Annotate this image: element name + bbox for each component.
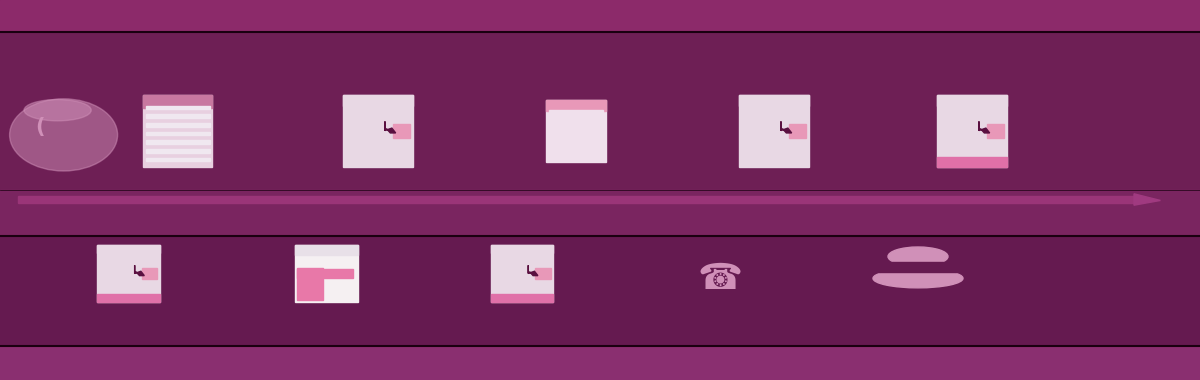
Polygon shape [979, 122, 990, 133]
Bar [546, 100, 606, 162]
Ellipse shape [874, 269, 964, 288]
Bar [548, 139, 604, 142]
Bar [346, 105, 410, 110]
Bar [742, 125, 806, 130]
Bar [742, 135, 806, 140]
Bar [546, 100, 606, 111]
Bar [296, 268, 323, 299]
Bar [493, 268, 551, 273]
Bar [145, 141, 210, 144]
Polygon shape [385, 122, 396, 133]
Bar [0, 0, 1200, 32]
Bar [937, 95, 1007, 106]
Bar [493, 292, 551, 296]
Bar [143, 95, 212, 167]
Bar [295, 245, 358, 255]
Bar [548, 146, 604, 150]
Bar [739, 95, 809, 167]
Polygon shape [781, 122, 792, 133]
Bar [0, 236, 1200, 346]
Bar [142, 268, 157, 279]
Bar [548, 124, 604, 127]
Bar [986, 124, 1004, 138]
Bar [548, 109, 604, 113]
Bar [493, 276, 551, 280]
Bar [870, 262, 966, 272]
Bar [145, 158, 210, 162]
Bar [940, 144, 1004, 150]
Bar [491, 245, 553, 302]
Bar [97, 245, 160, 253]
Bar [296, 269, 353, 278]
Polygon shape [134, 265, 144, 276]
Bar [491, 245, 553, 253]
Ellipse shape [10, 99, 118, 171]
Bar [343, 95, 413, 167]
Bar [145, 123, 210, 127]
Polygon shape [528, 265, 538, 276]
Bar [937, 95, 1007, 167]
Text: (: ( [35, 117, 44, 137]
Bar [491, 294, 553, 302]
Bar [295, 245, 358, 302]
Bar [742, 115, 806, 120]
Bar [100, 292, 157, 296]
Bar [0, 346, 1200, 380]
Bar [548, 132, 604, 135]
Bar [535, 268, 551, 279]
Bar [100, 252, 157, 257]
Bar [493, 252, 551, 257]
Bar [392, 124, 410, 138]
Bar [0, 32, 1200, 190]
Bar [548, 117, 604, 120]
Bar [742, 154, 806, 160]
Bar [346, 115, 410, 120]
Bar [145, 106, 210, 109]
Bar [346, 135, 410, 140]
Bar [343, 95, 413, 106]
Bar [18, 215, 1074, 220]
Bar [940, 105, 1004, 110]
Text: ☎: ☎ [697, 262, 743, 296]
Bar [940, 154, 1004, 160]
Circle shape [888, 247, 948, 266]
Bar [940, 115, 1004, 120]
Bar [100, 268, 157, 273]
Polygon shape [1074, 214, 1096, 222]
Bar [97, 294, 160, 302]
Bar [145, 114, 210, 118]
Polygon shape [1134, 194, 1160, 205]
Bar [346, 154, 410, 160]
Circle shape [24, 100, 91, 121]
Bar [548, 154, 604, 157]
Bar [145, 149, 210, 153]
Bar [493, 260, 551, 265]
Bar [346, 144, 410, 150]
Bar [100, 284, 157, 288]
Bar [143, 95, 212, 108]
Bar [940, 125, 1004, 130]
Bar [0, 190, 1200, 236]
Bar [739, 95, 809, 106]
Bar [742, 105, 806, 110]
Bar [18, 196, 1134, 203]
Bar [97, 245, 160, 302]
Bar [940, 135, 1004, 140]
Bar [346, 125, 410, 130]
Bar [937, 157, 1007, 167]
Bar [788, 124, 806, 138]
Bar [493, 284, 551, 288]
Bar [742, 144, 806, 150]
Bar [145, 132, 210, 136]
Bar [100, 260, 157, 265]
Bar [100, 276, 157, 280]
